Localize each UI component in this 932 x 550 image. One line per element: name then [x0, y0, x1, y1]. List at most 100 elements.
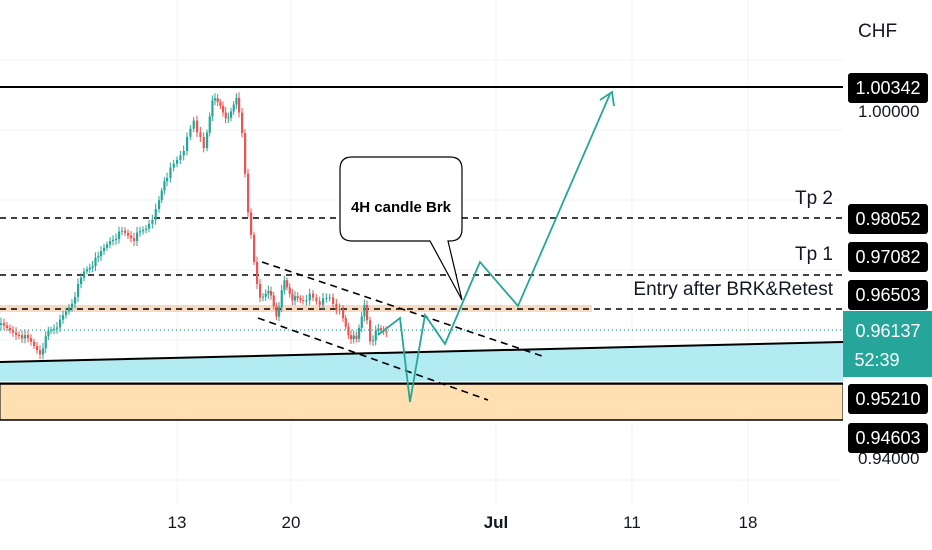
candle-body	[224, 112, 227, 119]
tp2-label: Tp 2	[795, 188, 833, 209]
channel-upper-line	[261, 261, 546, 358]
candle-body	[86, 269, 89, 272]
candle-body	[235, 97, 238, 105]
candle-body	[275, 306, 278, 317]
candle-body	[272, 295, 275, 307]
candle-body	[380, 328, 383, 330]
candle-body	[136, 232, 139, 241]
candle-body	[211, 100, 214, 117]
price-axis[interactable]: CHF 1.00000 0.94000 1.00342 0.98052 0.97…	[843, 0, 932, 550]
candle-body	[256, 262, 259, 284]
candle-body	[151, 219, 154, 224]
svg-text:1.00342: 1.00342	[855, 78, 920, 98]
candle-body	[53, 328, 56, 331]
candle-body	[3, 323, 6, 326]
candle-body	[219, 102, 222, 106]
time-axis[interactable]: 13 20 Jul 11 18	[168, 513, 758, 532]
candle-body	[299, 298, 302, 300]
annotation-text: 4H candle Brk	[351, 199, 452, 216]
candle-body	[172, 163, 175, 168]
demand-zone	[0, 382, 844, 421]
candle-body	[262, 296, 265, 298]
candle-body	[74, 296, 77, 304]
candle-body	[288, 287, 291, 294]
candle-body	[130, 235, 133, 239]
candle-body	[312, 293, 315, 298]
candle-body	[355, 335, 358, 339]
price-tag-tp1	[848, 242, 928, 272]
candle-body	[335, 303, 338, 310]
candle-body	[377, 328, 380, 331]
candle-body	[302, 300, 305, 301]
candle-body	[145, 228, 148, 230]
candle-body	[118, 231, 121, 239]
svg-text:0.98052: 0.98052	[855, 209, 920, 229]
candle-body	[199, 132, 202, 137]
support-zone	[0, 342, 843, 381]
x-tick-18: 18	[739, 513, 758, 532]
candle-body	[88, 267, 91, 270]
price-tag-0.94603	[848, 423, 928, 453]
candle-body	[176, 159, 179, 164]
candle-body	[36, 346, 39, 351]
candle-body	[250, 212, 253, 235]
candle-body	[315, 297, 318, 302]
candle-body	[39, 350, 42, 355]
candle-body	[166, 178, 169, 182]
support-trendline	[0, 341, 844, 363]
candle-body	[169, 167, 172, 178]
candle-body	[109, 241, 112, 245]
candle-body	[347, 326, 350, 336]
y-tick-0.94000: 0.94000	[858, 449, 919, 468]
candle-body	[206, 132, 209, 149]
candle-body	[247, 173, 250, 213]
price-tag-entry	[848, 280, 928, 310]
candle-body	[33, 341, 36, 346]
candle-body	[163, 181, 166, 191]
candle-body	[94, 257, 97, 266]
candle-body	[358, 327, 361, 339]
candle-body	[158, 200, 161, 209]
candle-body	[77, 284, 80, 297]
svg-text:0.94603: 0.94603	[855, 428, 920, 448]
candle-body	[30, 338, 33, 342]
candle-body	[308, 293, 311, 301]
candle-body	[322, 298, 325, 305]
candle-body	[280, 290, 283, 308]
candle-body	[342, 309, 345, 319]
entry-zone	[0, 305, 592, 312]
candle-body	[374, 331, 377, 341]
candle-body	[62, 315, 65, 320]
annotation-callout: 4H candle Brk	[339, 156, 463, 301]
candle-body	[47, 330, 50, 337]
candle-body	[264, 293, 267, 297]
candles	[0, 92, 388, 360]
x-tick-11: 11	[623, 513, 641, 532]
candle-body	[278, 307, 281, 317]
candle-body	[44, 336, 47, 349]
price-tag-1.00342	[848, 73, 928, 103]
candle-body	[305, 300, 308, 302]
candle-body	[9, 327, 12, 331]
candle-body	[24, 335, 27, 339]
candle-body	[369, 320, 372, 342]
candle-countdown: 52:39	[854, 350, 899, 370]
candle-body	[350, 335, 353, 339]
candle-body	[192, 120, 195, 129]
tp1-label: Tp 1	[795, 244, 833, 265]
candle-body	[283, 280, 286, 291]
candle-body	[42, 348, 45, 355]
candle-body	[202, 137, 205, 149]
channel-lower-line	[257, 317, 489, 401]
candle-body	[189, 128, 192, 137]
candle-body	[100, 251, 103, 257]
candle-body	[97, 256, 100, 258]
candle-body	[179, 155, 182, 160]
candle-body	[385, 331, 388, 333]
candle-body	[259, 284, 262, 298]
candle-body	[372, 340, 375, 342]
candle-body	[127, 232, 130, 236]
candle-body	[270, 291, 273, 296]
candle-body	[160, 190, 163, 201]
